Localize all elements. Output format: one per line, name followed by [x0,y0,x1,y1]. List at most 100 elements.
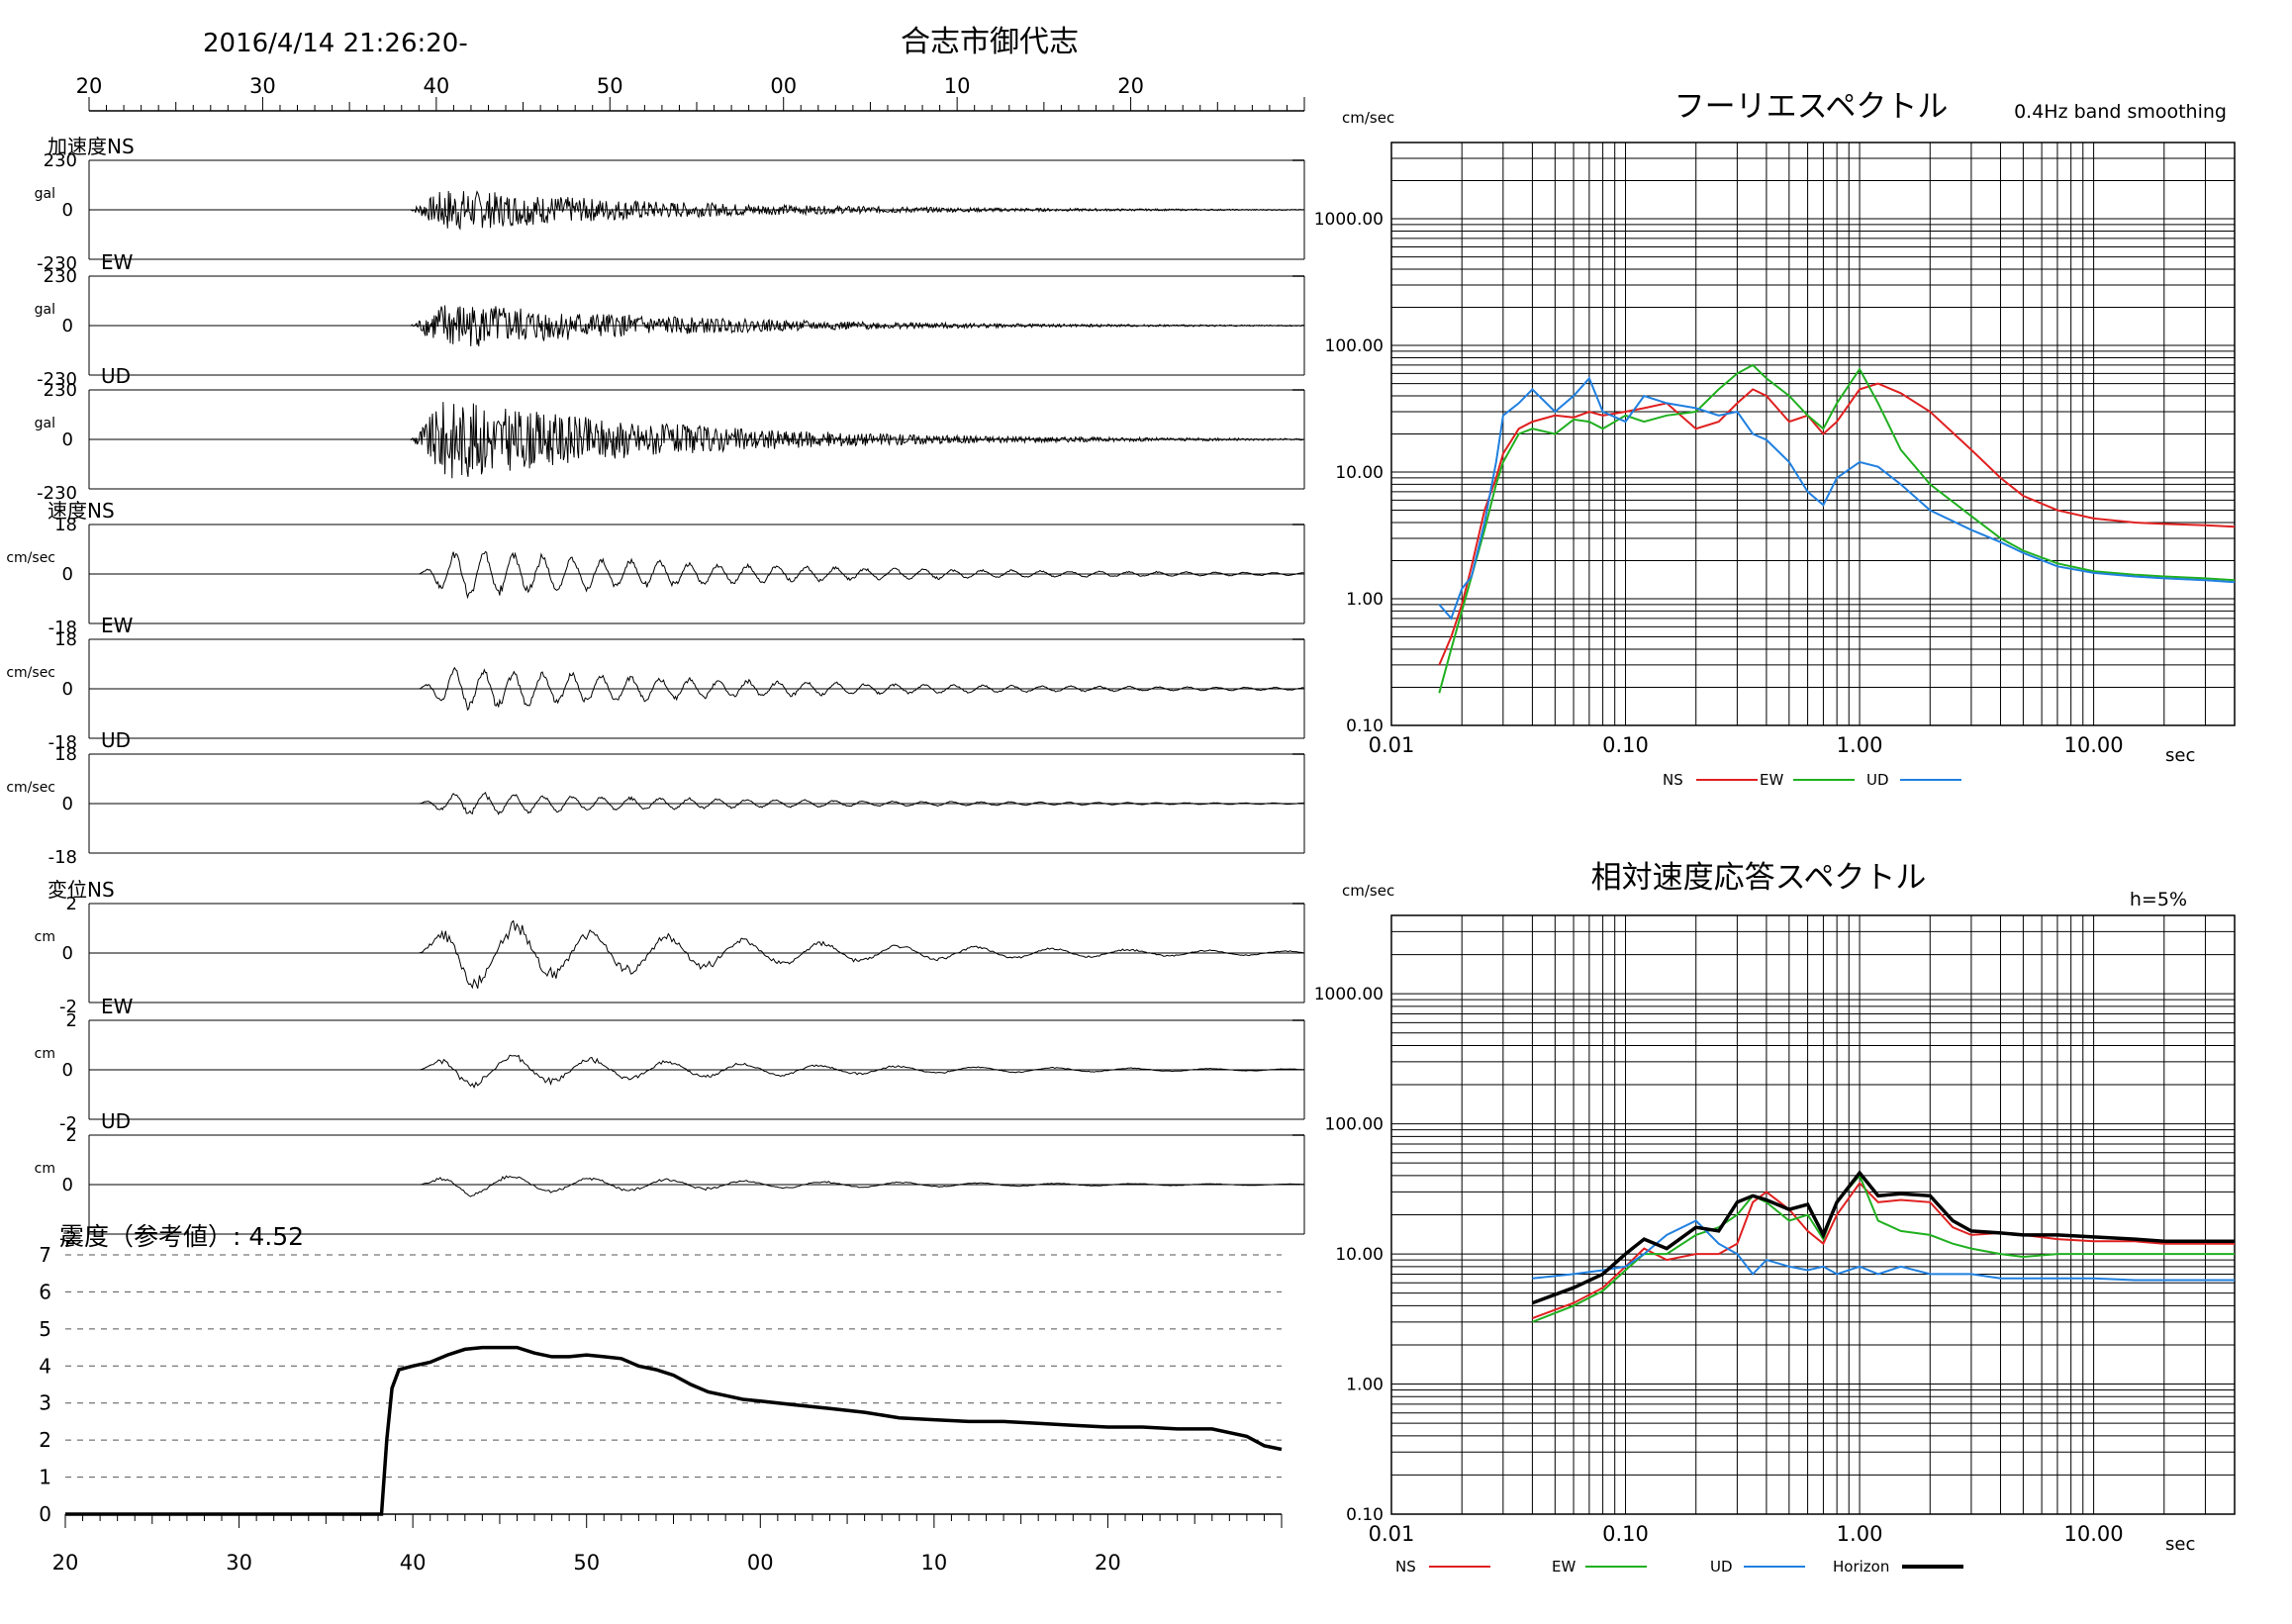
waveform-trace-acceleration-ud [410,402,1304,479]
component-label: 加速度NS [48,135,135,158]
waveform-trace-acceleration-ns [410,190,1304,231]
intensity-tick-label: 0 [39,1502,51,1526]
fourier-title: フーリエスペクトル [1674,89,1949,125]
fourier-frame [1390,142,2236,726]
scale-zero-label: 0 [62,679,73,700]
scale-zero-label: 0 [62,430,73,450]
response-series-horizon [1531,1170,2235,1305]
scale-max-label: 230 [44,266,77,287]
intensity-tick-label: 4 [39,1354,51,1378]
intensity-tick-label: 5 [39,1317,51,1341]
scale-zero-label: 0 [62,1175,73,1195]
component-label: 速度NS [48,499,115,523]
scale-zero-label: 0 [62,794,73,814]
scale-max-label: 230 [44,150,77,171]
waveform-trace-displacement-ud [419,1175,1304,1197]
waveform-trace-displacement-ns [419,919,1305,990]
fourier-series-ud [1438,376,2236,621]
time-axis-label: 10 [944,74,971,98]
component-label: UD [101,364,131,388]
response-x-axis-label: sec [2165,1534,2195,1555]
scale-max-label: 18 [54,629,77,650]
scale-zero-label: 0 [62,564,73,585]
response-legend-label: UD [1710,1558,1733,1576]
fourier-y-axis-label: cm/sec [1342,109,1394,127]
intensity-tick-label: 3 [39,1391,51,1415]
unit-label: cm/sec [6,550,55,566]
scale-min-label: -2 [59,1228,77,1249]
scale-zero-label: 0 [62,1060,73,1081]
intensity-tick-label: 2 [39,1428,51,1452]
scale-min-label: -230 [37,483,77,504]
intensity-x-label: 30 [226,1551,252,1575]
unit-label: cm/sec [6,780,55,796]
scale-max-label: 230 [44,380,77,401]
response-series-ud [1532,1219,2235,1282]
station-name: 合志市御代志 [901,25,1079,59]
intensity-label: 震度（参考値）: 4.52 [59,1222,304,1251]
fourier-x-tick-label: 0.10 [1602,733,1649,757]
waveform-area: 20 30 40 50 00 10 202300-230gal加速度NS2300-230ga… [6,74,1305,1249]
response-y-axis-label: cm/sec [1342,882,1394,900]
response-x-tick-label: 10.00 [2064,1522,2124,1546]
intensity-series-line [65,1345,1283,1516]
response-legend-label: EW [1552,1558,1576,1576]
response-subtitle: h=5% [2130,889,2187,910]
scale-max-label: 2 [66,894,77,914]
component-label: EW [101,250,134,274]
intensity-x-label: 50 [573,1551,600,1575]
scale-min-label: -18 [48,732,77,753]
unit-label: gal [35,302,55,318]
scale-min-label: -230 [37,253,77,274]
time-axis-label: 00 [770,74,797,98]
waveform-trace-velocity-ew [419,666,1304,712]
scale-min-label: -18 [48,618,77,638]
fourier-y-tick-label: 0.10 [1346,716,1384,736]
time-axis-label: 40 [423,74,449,98]
scale-max-label: 18 [54,744,77,765]
intensity-x-label: 20 [52,1551,79,1575]
fourier-series-ew [1438,363,2236,694]
response-legend-label: Horizon [1833,1558,1889,1576]
waveform-trace-velocity-ns [419,550,1304,600]
intensity-chart: 震度（参考値）: 4.52 0 1 2 3 4 5 6 7 20 30 40 50 00 10 20 [39,1222,1283,1575]
waveform-trace-displacement-ew [419,1054,1304,1089]
record-datetime: 2016/4/14 21:26:20- [203,29,468,58]
scale-min-label: -2 [59,1113,77,1134]
fourier-y-tick-label: 1000.00 [1314,210,1384,230]
scale-min-label: -2 [59,997,77,1017]
intensity-x-label: 40 [400,1551,427,1575]
fourier-legend-label: UD [1866,771,1889,789]
response-x-tick-label: 1.00 [1837,1522,1883,1546]
scale-max-label: 18 [54,515,77,535]
fourier-x-tick-label: 10.00 [2064,733,2124,757]
time-axis-label: 20 [1117,74,1144,98]
scale-max-label: 2 [66,1010,77,1031]
response-frame [1390,914,2236,1515]
unit-label: cm [35,1161,55,1177]
scale-zero-label: 0 [62,316,73,336]
fourier-legend-label: NS [1663,771,1683,789]
response-y-tick-label: 1000.00 [1314,985,1384,1004]
time-axis-label: 20 [76,74,103,98]
intensity-x-label: 10 [920,1551,947,1575]
response-y-tick-label: 0.10 [1346,1505,1384,1525]
response-y-tick-label: 1.00 [1346,1376,1384,1395]
unit-label: cm [35,929,55,945]
time-axis-label: 50 [597,74,623,98]
intensity-tick-label: 6 [39,1280,51,1303]
response-series-ns [1532,1181,2235,1320]
intensity-tick-label: 1 [39,1466,51,1489]
intensity-x-label: 00 [747,1551,774,1575]
fourier-legend-label: EW [1760,771,1783,789]
component-label: 変位NS [48,878,115,902]
response-title: 相対速度応答スペクトル [1591,860,1927,896]
response-y-tick-label: 100.00 [1325,1115,1384,1135]
response-legend-label: NS [1395,1558,1416,1576]
response-x-tick-label: 0.01 [1369,1522,1415,1546]
scale-max-label: 2 [66,1125,77,1146]
fourier-x-axis-label: sec [2165,745,2195,766]
